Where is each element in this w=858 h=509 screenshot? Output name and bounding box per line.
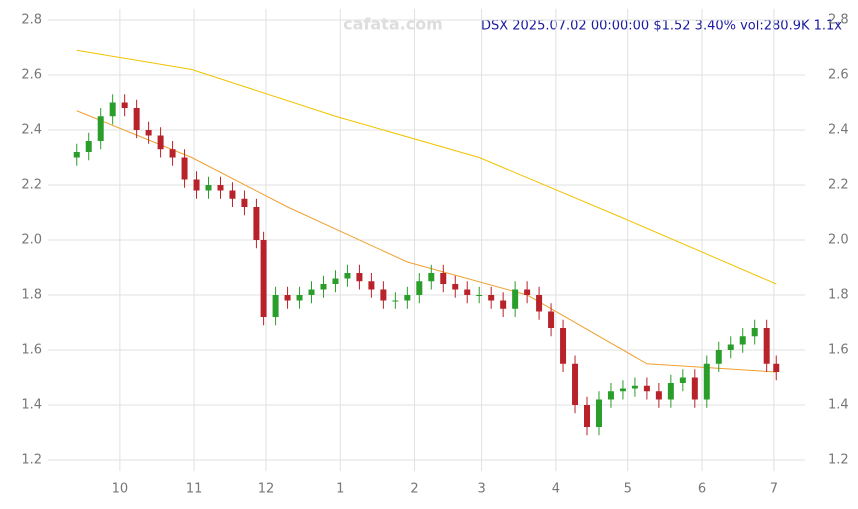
- x-tick-label: 12: [258, 482, 275, 497]
- candle-body: [500, 300, 507, 309]
- y-tick-label-right: 2.6: [828, 68, 849, 83]
- candle-body: [763, 328, 770, 364]
- candle-body: [703, 363, 710, 400]
- candle-body: [428, 273, 435, 282]
- candle-body: [773, 363, 780, 372]
- candle-body: [512, 289, 519, 309]
- y-tick-label-right: 1.8: [828, 288, 849, 303]
- candle-body: [332, 278, 339, 284]
- candle-body: [655, 391, 662, 400]
- candle-body: [308, 289, 315, 295]
- candle-body: [73, 152, 80, 158]
- candle-body: [416, 281, 423, 295]
- watermark: cafata.com: [343, 15, 443, 34]
- candle-body: [584, 405, 591, 427]
- candle-body: [607, 391, 614, 400]
- candle-body: [229, 190, 236, 199]
- candle-body: [85, 141, 92, 152]
- y-tick-label-right: 2.4: [828, 123, 849, 138]
- y-tick-label-right: 2.0: [828, 233, 849, 248]
- x-tick-label: 2: [410, 482, 418, 497]
- moving-average: [76, 49, 777, 285]
- candle-body: [205, 185, 212, 191]
- candle-body: [157, 135, 164, 150]
- candle-body: [643, 385, 650, 392]
- candle-body: [560, 328, 567, 364]
- candle-body: [595, 399, 602, 427]
- candle-body: [193, 179, 200, 191]
- candle-body: [452, 284, 459, 290]
- candle-body: [368, 281, 375, 290]
- candle-body: [320, 284, 327, 290]
- y-tick-label: 1.6: [21, 343, 42, 358]
- y-tick-label: 2.2: [21, 178, 42, 193]
- candle-body: [296, 295, 303, 301]
- candle-body: [548, 311, 555, 328]
- y-tick-label-right: 1.4: [828, 398, 849, 413]
- candle-body: [344, 273, 351, 279]
- candle-body: [440, 273, 447, 284]
- x-tick-label: 3: [477, 482, 485, 497]
- x-tick-label: 1: [336, 482, 344, 497]
- candle-body: [751, 328, 758, 337]
- moving-average: [76, 110, 777, 373]
- y-tick-label: 1.4: [21, 398, 42, 413]
- y-tick-label-right: 1.2: [828, 453, 849, 468]
- candle-body: [691, 377, 698, 400]
- candle-body: [217, 185, 224, 191]
- candle-body: [631, 385, 638, 389]
- candle-body: [619, 388, 626, 392]
- candle-body: [109, 102, 116, 117]
- y-tick-label: 1.2: [21, 453, 42, 468]
- x-tick-label: 7: [770, 482, 778, 497]
- x-tick-label: 10: [112, 482, 129, 497]
- x-tick-label: 6: [698, 482, 706, 497]
- candle-body: [284, 295, 291, 301]
- candle-body: [679, 377, 686, 383]
- y-tick-label: 2.0: [21, 233, 42, 248]
- candle-body: [404, 295, 411, 301]
- y-tick-label: 2.8: [21, 13, 42, 28]
- y-tick-label-right: 2.8: [828, 13, 849, 28]
- candle-body: [464, 289, 471, 295]
- x-tick-label: 5: [624, 482, 632, 497]
- y-tick-label-right: 2.2: [828, 178, 849, 193]
- candle-body: [392, 300, 399, 302]
- candle-body: [241, 198, 248, 207]
- candle-body: [476, 295, 483, 296]
- candle-body: [356, 273, 363, 282]
- candle-body: [253, 207, 260, 240]
- candle-body: [572, 363, 579, 405]
- candle-body: [536, 295, 543, 312]
- candle-body: [667, 383, 674, 400]
- y-tick-label-right: 1.6: [828, 343, 849, 358]
- candle-body: [133, 108, 140, 130]
- candle-body: [260, 240, 267, 317]
- candle-body: [488, 295, 495, 301]
- y-tick-label: 2.4: [21, 123, 42, 138]
- y-tick-label: 2.6: [21, 68, 42, 83]
- chart-title: DSX 2025.07.02 00:00:00 $1.52 3.40% vol:…: [481, 19, 842, 34]
- candle-body: [715, 350, 722, 364]
- candle-body: [121, 102, 128, 108]
- candle-body: [145, 130, 152, 136]
- y-tick-label: 1.8: [21, 288, 42, 303]
- candle-body: [380, 289, 387, 301]
- candle-body: [727, 344, 734, 350]
- x-tick-label: 4: [552, 482, 560, 497]
- candle-body: [97, 116, 104, 141]
- candle-body: [739, 336, 746, 345]
- candle-body: [169, 149, 176, 158]
- candle-body: [524, 289, 531, 295]
- x-tick-label: 11: [186, 482, 203, 497]
- candle-body: [181, 157, 188, 180]
- candle-body: [272, 295, 279, 317]
